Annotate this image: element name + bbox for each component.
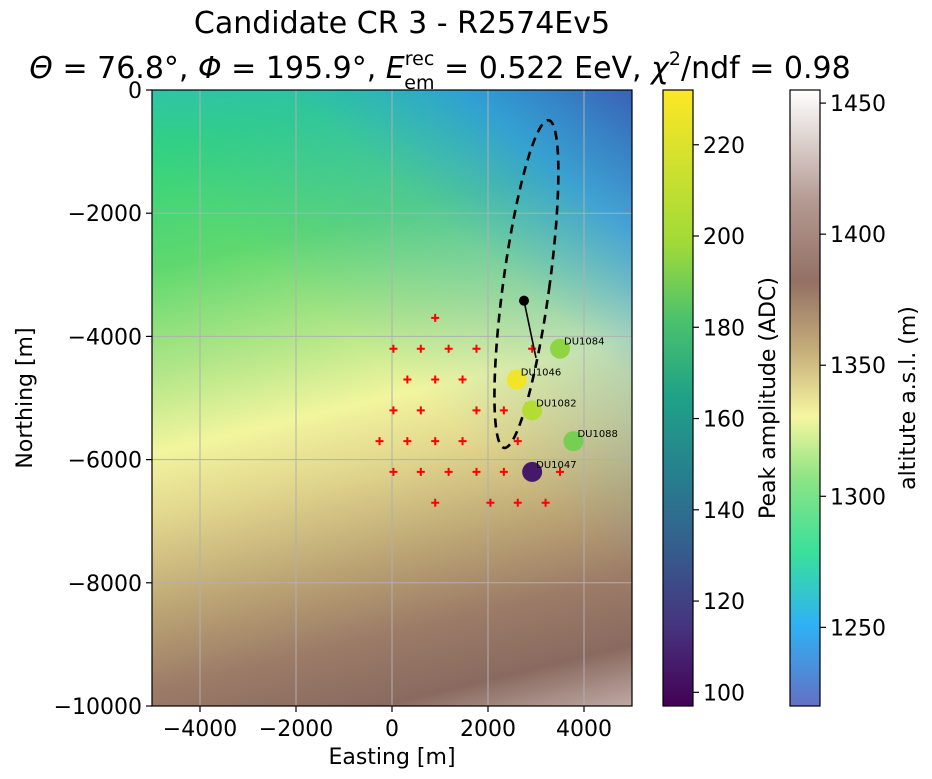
antenna-marker bbox=[431, 313, 440, 322]
antenna-marker bbox=[541, 498, 550, 507]
antenna-marker bbox=[513, 437, 522, 446]
colorbar-peak-amplitude: 100 120 140 160 180 200 220 Peak amplitude (AD… bbox=[662, 89, 781, 707]
antenna-label: DU1088 bbox=[577, 429, 617, 440]
colorbar-tick-label: 120 bbox=[703, 590, 745, 615]
antenna-label: DU1084 bbox=[564, 337, 604, 348]
antenna-marker bbox=[431, 375, 440, 384]
triggered-antenna-DU1082 bbox=[522, 400, 543, 421]
triggered-antenna-DU1047 bbox=[522, 461, 543, 482]
antenna-marker bbox=[403, 375, 412, 384]
colorbar-tick-label: 1300 bbox=[830, 485, 886, 510]
colorbar-tick-label: 220 bbox=[703, 134, 745, 159]
antenna-marker bbox=[403, 437, 412, 446]
colorbar-peak-amplitude-label: Peak amplitude (ADC) bbox=[756, 277, 781, 519]
colorbar-tick-label: 1250 bbox=[830, 616, 886, 641]
map-plot-area: DU1084 DU1046 DU1082 DU1088 DU1047 bbox=[151, 89, 633, 707]
triggered-antenna-DU1084 bbox=[550, 338, 570, 359]
antenna-marker bbox=[458, 437, 467, 446]
antenna-marker bbox=[556, 467, 564, 476]
antenna-marker bbox=[472, 406, 481, 415]
antenna-marker bbox=[389, 406, 398, 415]
antenna-marker bbox=[513, 498, 522, 507]
antenna-marker bbox=[444, 344, 453, 353]
antenna-label: DU1046 bbox=[521, 368, 561, 379]
y-tick-label: 0 bbox=[128, 79, 142, 104]
x-tick-label: −4000 bbox=[163, 717, 237, 742]
colorbar-tick-label: 140 bbox=[703, 499, 745, 524]
x-tick-label: 0 bbox=[385, 717, 399, 742]
antenna-label: DU1082 bbox=[536, 398, 576, 409]
antenna-marker bbox=[416, 406, 425, 415]
colorbar-altitude: 1250 1300 1350 1400 1450 altitute a.s.l. (m) bbox=[789, 89, 921, 707]
antenna-marker bbox=[458, 375, 467, 384]
chart-subtitle: Θ = 76.8°, Φ = 195.9°, Erec em = 0.522 Ee… bbox=[29, 48, 850, 94]
antenna-marker bbox=[389, 467, 398, 476]
y-axis-ticks: 0 −2000 −4000 −6000 −8000 −10000 bbox=[54, 79, 152, 720]
triggered-antenna-DU1088 bbox=[563, 431, 584, 452]
direction-arrow-line bbox=[523, 300, 537, 359]
x-axis-label: Easting [m] bbox=[328, 745, 455, 770]
antenna-marker bbox=[499, 406, 508, 415]
antenna-marker bbox=[444, 467, 453, 476]
antenna-marker bbox=[416, 467, 425, 476]
triggered-antenna-DU1046 bbox=[506, 369, 527, 390]
colorbar-tick-label: 1400 bbox=[830, 223, 886, 248]
colorbar-tick-label: 160 bbox=[703, 408, 745, 433]
core-reconstruction-point bbox=[519, 295, 529, 306]
colorbar-tick-label: 100 bbox=[703, 681, 745, 706]
antenna-marker bbox=[431, 498, 440, 507]
antenna-label: DU1047 bbox=[536, 460, 576, 471]
colorbar-altitude-ticks: 1250 1300 1350 1400 1450 bbox=[820, 92, 886, 641]
antenna-marker bbox=[486, 498, 495, 507]
x-axis-ticks: −4000 −2000 0 2000 4000 bbox=[163, 706, 612, 742]
y-tick-label: −2000 bbox=[68, 202, 142, 227]
antenna-marker bbox=[416, 344, 425, 353]
colorbar-tick-label: 1350 bbox=[830, 354, 886, 379]
antenna-marker bbox=[499, 467, 508, 476]
antenna-marker bbox=[389, 344, 398, 353]
colorbar-tick-label: 200 bbox=[703, 225, 745, 250]
antenna-marker bbox=[472, 344, 481, 353]
x-tick-label: 4000 bbox=[556, 717, 612, 742]
colorbar-tick-label: 180 bbox=[703, 316, 745, 341]
antenna-marker bbox=[375, 437, 384, 446]
y-tick-label: −10000 bbox=[54, 695, 142, 720]
y-tick-label: −8000 bbox=[68, 572, 142, 597]
triggered-antennas: DU1084 DU1046 DU1082 DU1088 DU1047 bbox=[506, 337, 618, 482]
y-axis-label: Northing [m] bbox=[13, 327, 38, 468]
colorbar-peak-amplitude-ticks: 100 120 140 160 180 200 220 bbox=[693, 134, 745, 706]
colorbar-altitude-label: altitute a.s.l. (m) bbox=[896, 306, 921, 490]
colorbar-tick-label: 1450 bbox=[830, 92, 886, 117]
x-tick-label: −2000 bbox=[259, 717, 333, 742]
antenna-marker bbox=[472, 467, 481, 476]
antenna-marker bbox=[431, 437, 440, 446]
x-tick-label: 2000 bbox=[460, 717, 516, 742]
chart-title: Candidate CR 3 - R2574Ev5 bbox=[194, 6, 610, 41]
y-tick-label: −4000 bbox=[68, 325, 142, 350]
y-tick-label: −6000 bbox=[68, 449, 142, 474]
